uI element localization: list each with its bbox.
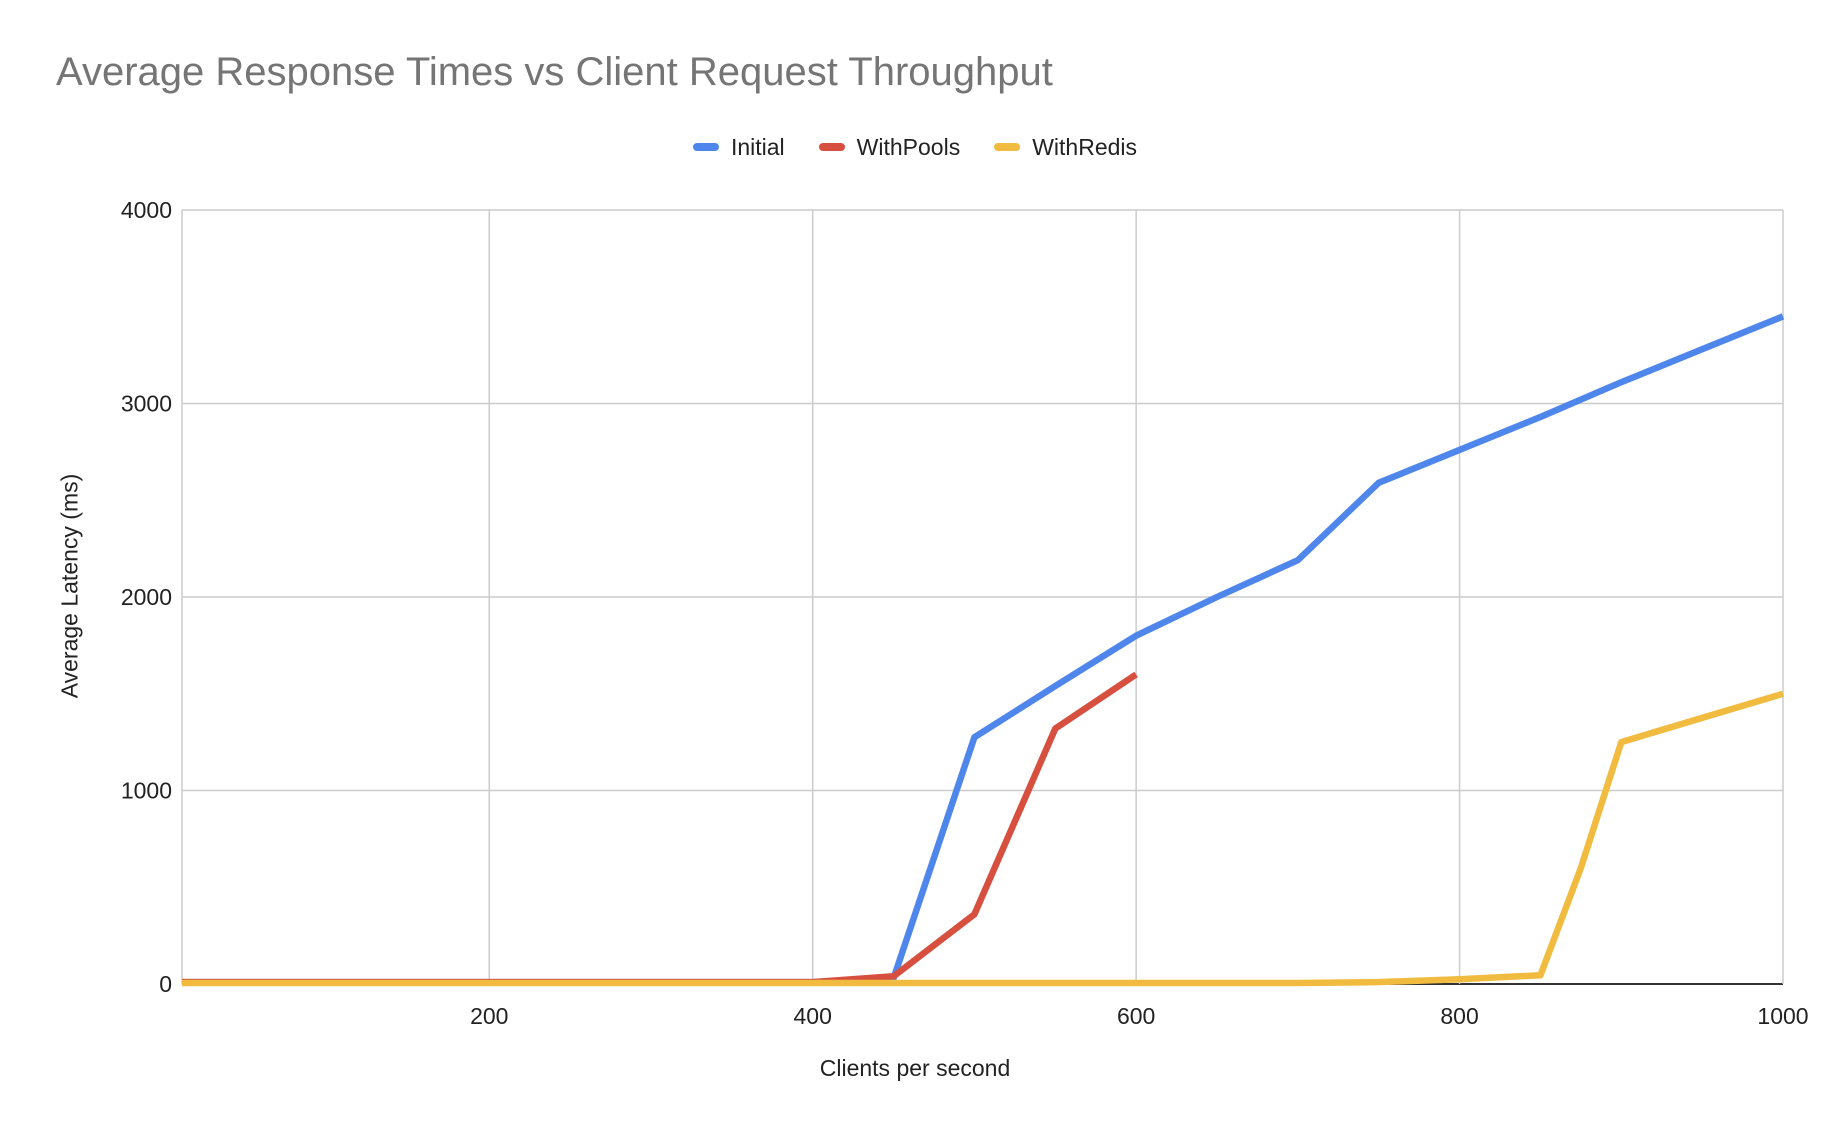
legend: Initial WithPools WithRedis — [0, 132, 1830, 162]
x-tick-label-400: 400 — [794, 1003, 832, 1029]
grid — [181, 209, 1784, 985]
legend-label: Initial — [730, 133, 785, 160]
y-tick-label-4000: 4000 — [121, 197, 172, 223]
y-tick-label-3000: 3000 — [121, 391, 172, 417]
y-tick-label-2000: 2000 — [121, 584, 172, 610]
legend-swatch — [692, 143, 719, 151]
x-tick-label-800: 800 — [1440, 1003, 1478, 1029]
legend-swatch — [994, 143, 1021, 151]
legend-label: WithPools — [856, 133, 961, 160]
legend-item-withpools: WithPools — [818, 133, 961, 161]
series-line-withpools — [182, 671, 1138, 986]
tick-labels: 0 1000 2000 3000 4000 200 400 600 800 1000 — [121, 197, 1809, 1029]
chart-title: Average Response Times vs Client Request… — [56, 50, 1053, 94]
legend-label: WithRedis — [1032, 133, 1138, 160]
series-lines — [182, 313, 1785, 987]
y-tick-label-1000: 1000 — [121, 778, 172, 804]
series-line-initial — [182, 313, 1785, 986]
y-axis-label: Average Latency (ms) — [56, 473, 83, 699]
x-tick-label-200: 200 — [470, 1003, 508, 1029]
x-tick-label-1000: 1000 — [1757, 1003, 1808, 1029]
x-axis-label: Clients per second — [819, 1055, 1011, 1081]
series-line-withredis — [182, 690, 1784, 987]
legend-swatch — [818, 143, 845, 151]
legend-item-initial: Initial — [692, 133, 785, 161]
y-tick-label-0: 0 — [159, 971, 172, 997]
legend-item-withredis: WithRedis — [994, 134, 1137, 161]
x-tick-label-600: 600 — [1117, 1003, 1155, 1029]
